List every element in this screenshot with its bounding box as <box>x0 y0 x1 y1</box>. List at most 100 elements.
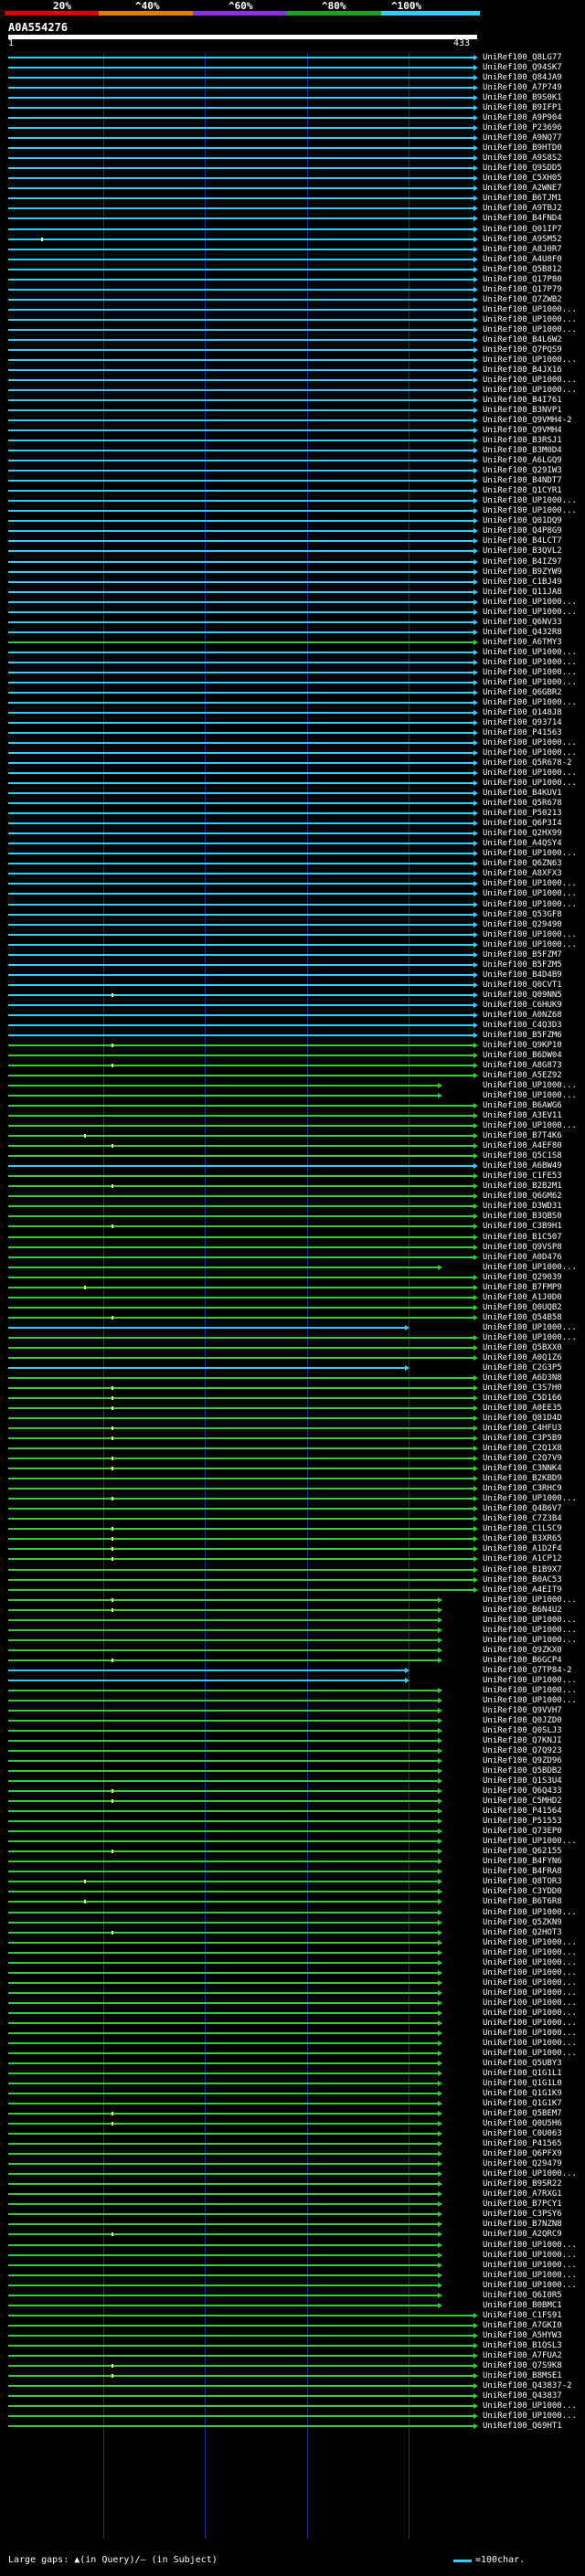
hit-row[interactable]: UniRef100_UP1000... <box>0 2412 585 2422</box>
hit-row[interactable]: UniRef100_B3M0D4 <box>0 446 585 456</box>
hit-row[interactable]: UniRef100_UP1000... <box>0 2281 585 2291</box>
hit-row[interactable]: UniRef100_Q81D4D <box>0 1414 585 1424</box>
hit-row[interactable]: UniRef100_Q84JA9 <box>0 73 585 83</box>
hit-accession-link[interactable]: UniRef100_B5FZM7 <box>483 950 562 959</box>
hit-accession-link[interactable]: UniRef100_B1QSL3 <box>483 2341 562 2350</box>
hit-row[interactable]: UniRef100_B4FRA8 <box>0 1867 585 1877</box>
hit-accession-link[interactable]: UniRef100_UP1000... <box>483 678 577 687</box>
hit-row[interactable]: UniRef100_B4D4B9 <box>0 970 585 981</box>
hit-accession-link[interactable]: UniRef100_UP1000... <box>483 1626 577 1635</box>
hit-accession-link[interactable]: UniRef100_A6BW49 <box>483 1161 562 1171</box>
hit-accession-link[interactable]: UniRef100_A9NQ77 <box>483 133 562 143</box>
hit-accession-link[interactable]: UniRef100_Q53GF8 <box>483 910 562 919</box>
hit-accession-link[interactable]: UniRef100_Q17P80 <box>483 275 562 284</box>
hit-row[interactable]: UniRef100_C3RHC9 <box>0 1484 585 1494</box>
hit-row[interactable]: UniRef100_UP1000... <box>0 668 585 678</box>
hit-accession-link[interactable]: UniRef100_A4QSY4 <box>483 839 562 848</box>
hit-row[interactable]: UniRef100_Q0SLJ3 <box>0 1726 585 1736</box>
hit-row[interactable]: UniRef100_Q1G1L0 <box>0 2079 585 2089</box>
hit-accession-link[interactable]: UniRef100_UP1000... <box>483 889 577 898</box>
hit-row[interactable]: UniRef100_C1FE53 <box>0 1171 585 1182</box>
hit-row[interactable]: UniRef100_A8XFX3 <box>0 869 585 879</box>
hit-row[interactable]: UniRef100_B6TJM1 <box>0 194 585 204</box>
hit-row[interactable]: UniRef100_UP1000... <box>0 2009 585 2019</box>
hit-accession-link[interactable]: UniRef100_B6N4U2 <box>483 1606 562 1615</box>
hit-row[interactable]: UniRef100_Q62155 <box>0 1847 585 1857</box>
hit-row[interactable]: UniRef100_UP1000... <box>0 1081 585 1091</box>
hit-accession-link[interactable]: UniRef100_Q9VSP8 <box>483 1243 562 1252</box>
hit-accession-link[interactable]: UniRef100_C1BJ49 <box>483 578 562 587</box>
hit-accession-link[interactable]: UniRef100_Q1G1L1 <box>483 2069 562 2078</box>
hit-accession-link[interactable]: UniRef100_A0EE35 <box>483 1404 562 1413</box>
hit-row[interactable]: UniRef100_Q6PFX9 <box>0 2149 585 2159</box>
hit-row[interactable]: UniRef100_UP1000... <box>0 879 585 889</box>
hit-accession-link[interactable]: UniRef100_UP1000... <box>483 1333 577 1342</box>
hit-accession-link[interactable]: UniRef100_UP1000... <box>483 698 577 707</box>
hit-accession-link[interactable]: UniRef100_Q7KNJI <box>483 1736 562 1745</box>
hit-row[interactable]: UniRef100_UP1000... <box>0 386 585 396</box>
hit-accession-link[interactable]: UniRef100_Q73EP0 <box>483 1827 562 1836</box>
hit-row[interactable]: UniRef100_Q6GM62 <box>0 1192 585 1202</box>
hit-row[interactable]: UniRef100_C5XH05 <box>0 174 585 184</box>
hit-row[interactable]: UniRef100_B4L6W2 <box>0 335 585 345</box>
hit-row[interactable]: UniRef100_B9ZYW9 <box>0 567 585 578</box>
hit-row[interactable]: UniRef100_Q5R678-2 <box>0 758 585 769</box>
hit-row[interactable]: UniRef100_UP1000... <box>0 1948 585 1958</box>
hit-row[interactable]: UniRef100_A6LGQ9 <box>0 456 585 466</box>
hit-row[interactable]: UniRef100_B5FZM7 <box>0 950 585 960</box>
hit-row[interactable]: UniRef100_A0Q1Z6 <box>0 1353 585 1363</box>
hit-accession-link[interactable]: UniRef100_Q5BXX0 <box>483 1343 562 1352</box>
hit-accession-link[interactable]: UniRef100_Q1S3U4 <box>483 1776 562 1786</box>
hit-row[interactable]: UniRef100_Q1G1K9 <box>0 2089 585 2099</box>
hit-row[interactable]: UniRef100_UP1000... <box>0 1978 585 1988</box>
hit-row[interactable]: UniRef100_A9SM52 <box>0 235 585 245</box>
hit-accession-link[interactable]: UniRef100_UP1000... <box>483 1837 577 1846</box>
hit-row[interactable]: UniRef100_Q1CYR1 <box>0 486 585 496</box>
hit-row[interactable]: UniRef100_UP1000... <box>0 698 585 708</box>
hit-accession-link[interactable]: UniRef100_C4Q3D3 <box>483 1021 562 1030</box>
hit-accession-link[interactable]: UniRef100_Q81D4D <box>483 1414 562 1423</box>
hit-accession-link[interactable]: UniRef100_UP1000... <box>483 648 577 657</box>
hit-row[interactable]: UniRef100_UP1000... <box>0 930 585 940</box>
hit-row[interactable]: UniRef100_B6DW04 <box>0 1051 585 1061</box>
hit-row[interactable]: UniRef100_Q43837-2 <box>0 2381 585 2391</box>
hit-row[interactable]: UniRef100_B4FYN6 <box>0 1857 585 1867</box>
hit-accession-link[interactable]: UniRef100_A1CP12 <box>483 1554 562 1564</box>
hit-accession-link[interactable]: UniRef100_UP1000... <box>483 658 577 667</box>
hit-row[interactable]: UniRef100_UP1000... <box>0 1595 585 1606</box>
hit-row[interactable]: UniRef100_Q17P79 <box>0 285 585 295</box>
hit-row[interactable]: UniRef100_B0AC53 <box>0 1575 585 1585</box>
hit-accession-link[interactable]: UniRef100_Q4P8G9 <box>483 526 562 535</box>
hit-row[interactable]: UniRef100_Q7S9K8 <box>0 2361 585 2371</box>
hit-accession-link[interactable]: UniRef100_UP1000... <box>483 1988 577 1998</box>
hit-accession-link[interactable]: UniRef100_Q2HX99 <box>483 829 562 838</box>
hit-accession-link[interactable]: UniRef100_Q1G1K7 <box>483 2099 562 2108</box>
hit-row[interactable]: UniRef100_B4KUV1 <box>0 789 585 799</box>
hit-accession-link[interactable]: UniRef100_Q1G1L0 <box>483 2079 562 2088</box>
hit-row[interactable]: UniRef100_B3XR65 <box>0 1534 585 1544</box>
hit-accession-link[interactable]: UniRef100_Q29IW3 <box>483 466 562 475</box>
hit-row[interactable]: UniRef100_UP1000... <box>0 889 585 899</box>
hit-row[interactable]: UniRef100_Q0JZD0 <box>0 1716 585 1726</box>
hit-row[interactable]: UniRef100_C3P5B9 <box>0 1434 585 1444</box>
hit-accession-link[interactable]: UniRef100_B3NVP1 <box>483 406 562 415</box>
hit-accession-link[interactable]: UniRef100_B0BMC1 <box>483 2301 562 2310</box>
hit-row[interactable]: UniRef100_B4I761 <box>0 396 585 406</box>
hit-accession-link[interactable]: UniRef100_C3YDD0 <box>483 1887 562 1896</box>
hit-accession-link[interactable]: UniRef100_UP1000... <box>483 769 577 778</box>
hit-row[interactable]: UniRef100_B9SR22 <box>0 2179 585 2189</box>
hit-accession-link[interactable]: UniRef100_UP1000... <box>483 1323 577 1332</box>
hit-accession-link[interactable]: UniRef100_B2KBD9 <box>483 1474 562 1483</box>
hit-accession-link[interactable]: UniRef100_C3PSY6 <box>483 2210 562 2219</box>
hit-row[interactable]: UniRef100_UP1000... <box>0 1333 585 1343</box>
hit-row[interactable]: UniRef100_UP1000... <box>0 2401 585 2412</box>
hit-row[interactable]: UniRef100_UP1000... <box>0 1908 585 1918</box>
hit-row[interactable]: UniRef100_A7GKI0 <box>0 2321 585 2331</box>
hit-accession-link[interactable]: UniRef100_B1B9X7 <box>483 1565 562 1574</box>
hit-accession-link[interactable]: UniRef100_A9SM52 <box>483 235 562 244</box>
hit-row[interactable]: UniRef100_UP1000... <box>0 769 585 779</box>
hit-accession-link[interactable]: UniRef100_Q6ZN63 <box>483 859 562 868</box>
hit-row[interactable]: UniRef100_C4HFU3 <box>0 1424 585 1434</box>
hit-accession-link[interactable]: UniRef100_B7NZN8 <box>483 2220 562 2229</box>
hit-accession-link[interactable]: UniRef100_Q9ZKX0 <box>483 1646 562 1655</box>
